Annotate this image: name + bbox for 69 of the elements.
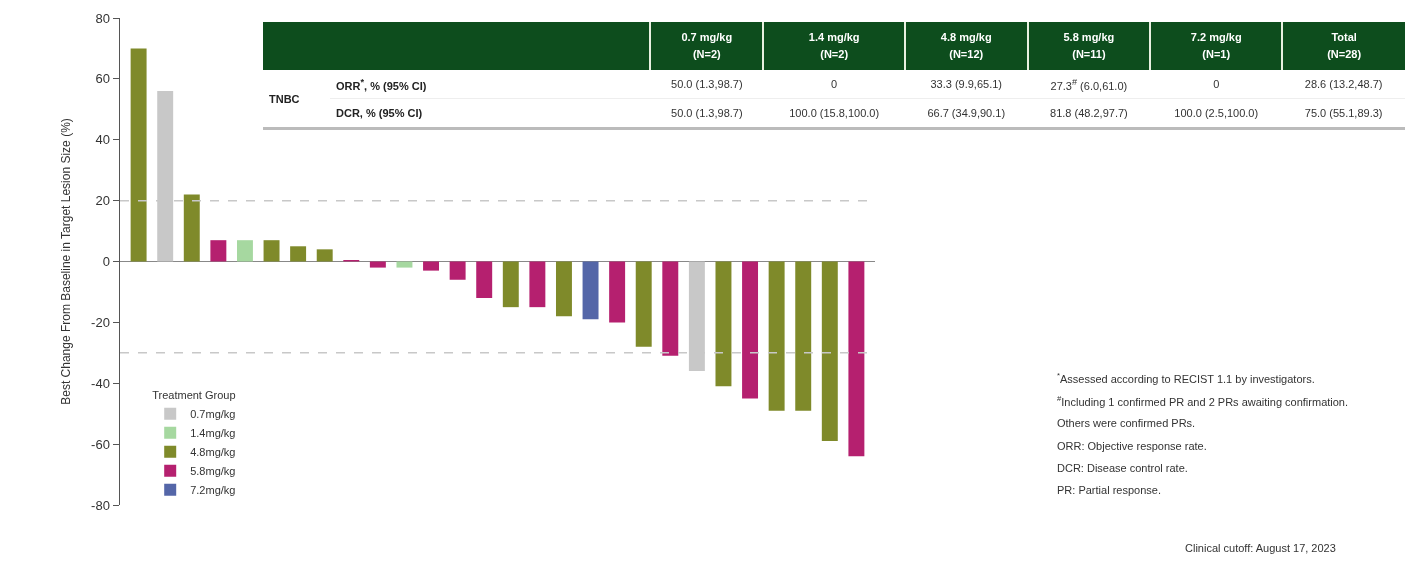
annotation: TNBC [263,70,330,129]
bar [236,240,253,262]
legend-label: 1.4mg/kg [190,427,236,440]
y-tick-label: -60 [91,436,110,452]
bar [848,261,865,457]
bar [396,261,413,268]
bar [502,261,519,308]
text: 50.0 (1.3,98.7) [671,78,743,90]
category-label: 5.8 mg/kg (N=11) [1027,22,1151,70]
bar [635,261,652,347]
text: PR: Partial response. [1057,484,1161,496]
category-label: ORR$^{*}$, % (95% CI) [336,76,427,92]
text: 81.8 (48.2,97.7) [1050,107,1128,119]
y-tick-label: 0 [102,254,110,270]
text: ORR: Objective response rate. [1057,440,1207,452]
bar [662,261,679,356]
text: Clinical cutoff: August 17, 2023 [1185,542,1336,554]
category-label: Total (N=28) [1282,22,1405,70]
bar [290,246,307,262]
text: $^{*}$Assessed according to RECIST 1.1 by investigators. [1057,371,1315,385]
text: Others were confirmed PRs. [1057,417,1196,429]
y-tick-label: 60 [95,71,110,87]
y-axis-title: Best Change From Baseline in Target Lesion Size (%) [58,118,73,405]
bar [582,261,599,320]
category-label: DCR, % (95% CI) [336,107,423,119]
text: 33.3 (9.9,65.1) [930,78,1003,90]
text: $^{#}$Including 1 confirmed PR and 2 PRs awaiting confirmation. [1057,394,1349,408]
text: DCR: Disease control rate. [1057,462,1188,474]
legend-label: 7.2mg/kg [190,484,236,497]
text: 27.3$^{#}$ (6.0,61.0) [1050,76,1128,92]
bar [183,194,200,262]
bar [609,261,626,323]
text: 0 [831,78,838,90]
text: 75.0 (55.1,89.3) [1304,107,1383,119]
text: 0 [1213,78,1220,90]
bar [210,240,227,262]
y-tick-label: -80 [91,497,110,513]
bar [529,261,546,308]
legend-title: Treatment Group [152,389,236,402]
bar [130,48,147,262]
category-label: 7.2 mg/kg (N=1) [1150,22,1283,70]
y-tick-label: 80 [95,10,110,26]
text: 100.0 (2.5,100.0) [1174,107,1259,119]
bar [742,261,759,399]
bar [423,261,440,271]
bar [449,261,466,280]
text: 100.0 (15.8,100.0) [789,107,880,119]
bar [555,261,572,317]
legend-label: 0.7mg/kg [190,408,236,421]
category-label: 1.4 mg/kg (N=2) [763,22,905,70]
bar [263,240,280,262]
bar [476,261,493,299]
text: 66.7 (34.9,90.1) [927,107,1006,119]
legend-label: 4.8mg/kg [190,446,236,459]
bar [369,261,386,268]
bar [316,249,333,262]
y-tick-label: -40 [91,375,110,391]
y-tick-label: 40 [95,132,110,148]
bar [821,261,838,442]
text: 28.6 (13.2,48.7) [1304,78,1383,90]
legend-label: 5.8mg/kg [190,465,236,478]
bar [768,261,785,411]
bar [795,261,812,411]
category-label: 4.8 mg/kg (N=12) [904,22,1028,70]
y-tick-label: 20 [95,193,110,209]
category-label: 0.7 mg/kg (N=2) [650,22,764,70]
text: 50.0 (1.3,98.7) [671,107,743,119]
bar [715,261,732,387]
y-tick-label: -20 [91,314,110,330]
